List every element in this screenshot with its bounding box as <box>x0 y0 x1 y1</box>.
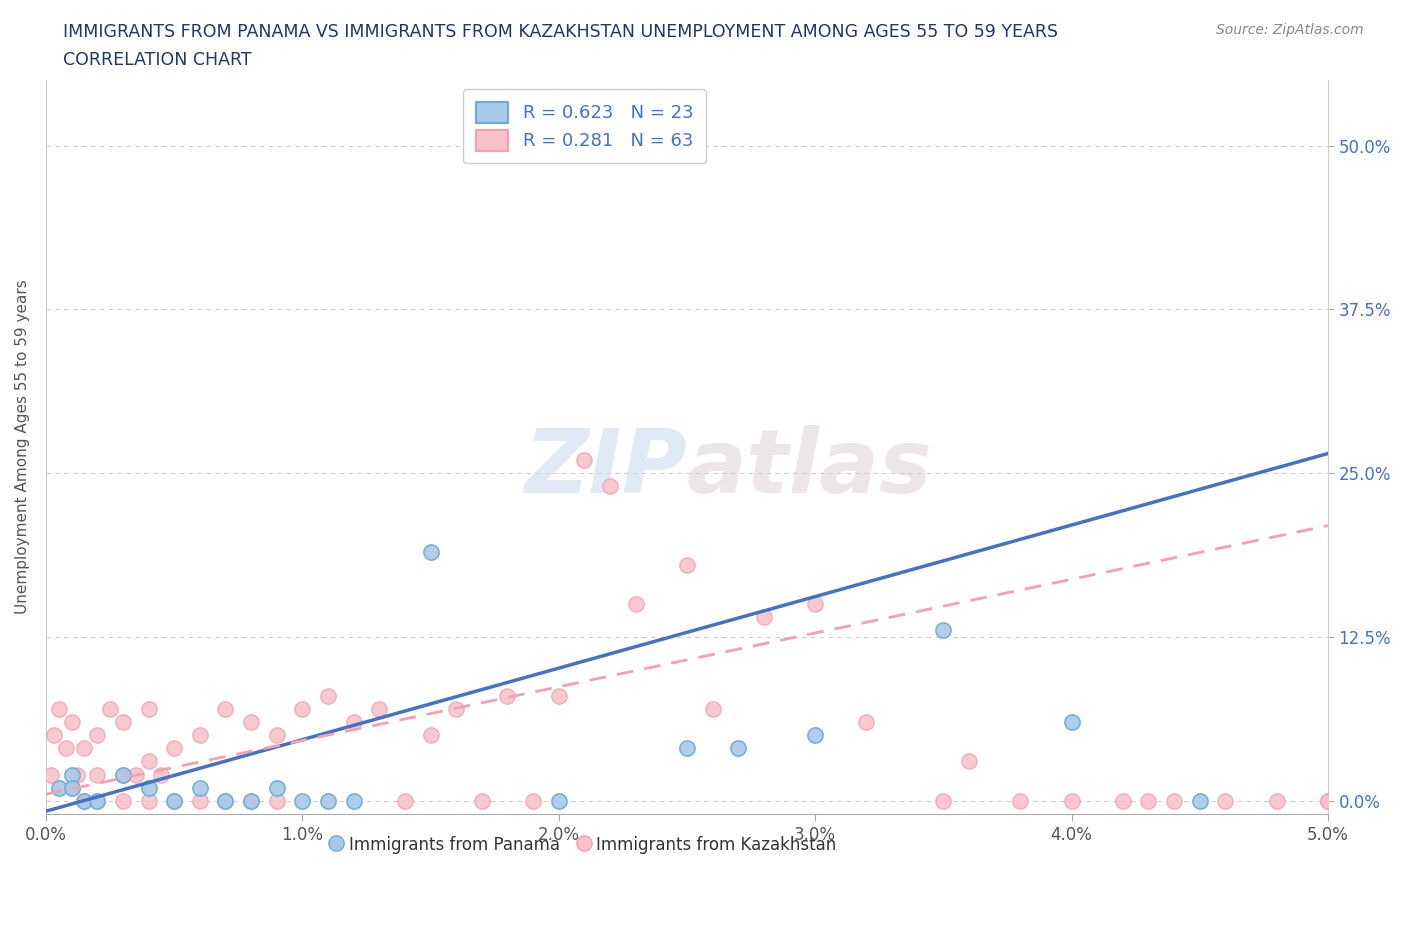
Point <box>39 767 62 782</box>
Point <box>138 754 160 769</box>
Point <box>138 793 160 808</box>
Text: IMMIGRANTS FROM PANAMA VS IMMIGRANTS FROM KAZAKHSTAN UNEMPLOYMENT AMONG AGES 55 : IMMIGRANTS FROM PANAMA VS IMMIGRANTS FRO… <box>63 23 1059 41</box>
Point <box>111 767 134 782</box>
Point <box>150 767 173 782</box>
Point <box>266 780 288 795</box>
Point <box>316 793 339 808</box>
Point <box>60 767 83 782</box>
Point <box>574 453 596 468</box>
Point <box>444 701 467 716</box>
Point <box>1316 793 1339 808</box>
Point <box>188 793 211 808</box>
Point <box>188 780 211 795</box>
Point <box>419 728 441 743</box>
Point <box>60 780 83 795</box>
Point <box>804 597 827 612</box>
Point <box>343 793 366 808</box>
Point <box>138 701 160 716</box>
Point <box>932 623 955 638</box>
Point <box>419 544 441 559</box>
Point <box>1265 793 1288 808</box>
Point <box>188 728 211 743</box>
Text: ZIP: ZIP <box>524 425 688 512</box>
Point <box>1316 793 1339 808</box>
Point <box>111 793 134 808</box>
Text: CORRELATION CHART: CORRELATION CHART <box>63 51 252 69</box>
Point <box>752 610 775 625</box>
Point <box>240 793 263 808</box>
Point <box>98 701 121 716</box>
Point <box>73 793 96 808</box>
Point <box>1060 793 1083 808</box>
Point <box>55 741 77 756</box>
Point <box>48 780 70 795</box>
Point <box>60 714 83 729</box>
Point <box>1060 714 1083 729</box>
Point <box>1137 793 1160 808</box>
Point <box>86 793 108 808</box>
Point <box>214 701 236 716</box>
Point <box>547 793 569 808</box>
Point <box>1215 793 1237 808</box>
Point <box>125 767 148 782</box>
Point <box>73 741 96 756</box>
Point <box>1163 793 1185 808</box>
Point <box>214 793 236 808</box>
Point <box>86 793 108 808</box>
Point <box>266 728 288 743</box>
Point <box>291 701 314 716</box>
Point <box>163 793 186 808</box>
Point <box>86 728 108 743</box>
Point <box>676 557 699 572</box>
Point <box>240 714 263 729</box>
Point <box>1188 793 1211 808</box>
Point <box>111 767 134 782</box>
Point <box>957 754 980 769</box>
Text: Source: ZipAtlas.com: Source: ZipAtlas.com <box>1216 23 1364 37</box>
Point <box>394 793 416 808</box>
Legend: Immigrants from Panama, Immigrants from Kazakhstan: Immigrants from Panama, Immigrants from … <box>325 830 844 860</box>
Y-axis label: Unemployment Among Ages 55 to 59 years: Unemployment Among Ages 55 to 59 years <box>15 280 30 615</box>
Point <box>471 793 494 808</box>
Text: atlas: atlas <box>688 425 932 512</box>
Point <box>932 793 955 808</box>
Point <box>702 701 724 716</box>
Point <box>1316 793 1339 808</box>
Point <box>804 728 827 743</box>
Point <box>547 688 569 703</box>
Point <box>214 793 236 808</box>
Point <box>48 701 70 716</box>
Point <box>727 741 749 756</box>
Point <box>343 714 366 729</box>
Point <box>316 688 339 703</box>
Point <box>240 793 263 808</box>
Point <box>266 793 288 808</box>
Point <box>496 688 519 703</box>
Point <box>138 780 160 795</box>
Point <box>599 479 621 494</box>
Point <box>368 701 391 716</box>
Point <box>1010 793 1032 808</box>
Point <box>163 741 186 756</box>
Point <box>42 728 65 743</box>
Point <box>86 767 108 782</box>
Point <box>624 597 647 612</box>
Point <box>1316 793 1339 808</box>
Point <box>163 793 186 808</box>
Point <box>66 767 89 782</box>
Point <box>855 714 877 729</box>
Point <box>60 780 83 795</box>
Point <box>676 741 699 756</box>
Point <box>291 793 314 808</box>
Point <box>111 714 134 729</box>
Point <box>1112 793 1135 808</box>
Point <box>522 793 544 808</box>
Point <box>73 793 96 808</box>
